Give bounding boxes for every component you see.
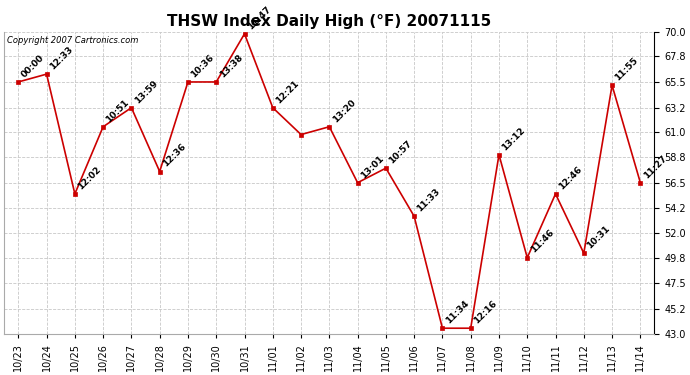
Text: 00:00: 00:00 (20, 53, 46, 79)
Text: 11:55: 11:55 (613, 56, 640, 82)
Text: 13:38: 13:38 (217, 53, 244, 79)
Text: 11:33: 11:33 (415, 187, 442, 213)
Text: 12:36: 12:36 (161, 142, 188, 169)
Text: 12:46: 12:46 (557, 164, 584, 191)
Text: 12:21: 12:21 (274, 78, 301, 105)
Text: 10:31: 10:31 (585, 224, 612, 251)
Text: 13:01: 13:01 (359, 153, 386, 180)
Text: Copyright 2007 Cartronics.com: Copyright 2007 Cartronics.com (8, 36, 139, 45)
Text: 13:12: 13:12 (500, 125, 527, 152)
Text: 11:46: 11:46 (529, 228, 555, 255)
Text: 13:20: 13:20 (331, 98, 357, 124)
Text: 10:57: 10:57 (387, 139, 414, 165)
Text: 11:47: 11:47 (246, 4, 273, 31)
Text: 12:33: 12:33 (48, 45, 75, 71)
Text: 11:34: 11:34 (444, 299, 471, 326)
Text: 10:51: 10:51 (104, 98, 131, 124)
Text: 13:59: 13:59 (132, 78, 159, 105)
Text: 12:16: 12:16 (472, 299, 499, 326)
Text: 11:27: 11:27 (642, 153, 669, 180)
Text: 10:36: 10:36 (189, 53, 216, 79)
Text: 12:02: 12:02 (76, 165, 103, 191)
Title: THSW Index Daily High (°F) 20071115: THSW Index Daily High (°F) 20071115 (167, 14, 491, 29)
